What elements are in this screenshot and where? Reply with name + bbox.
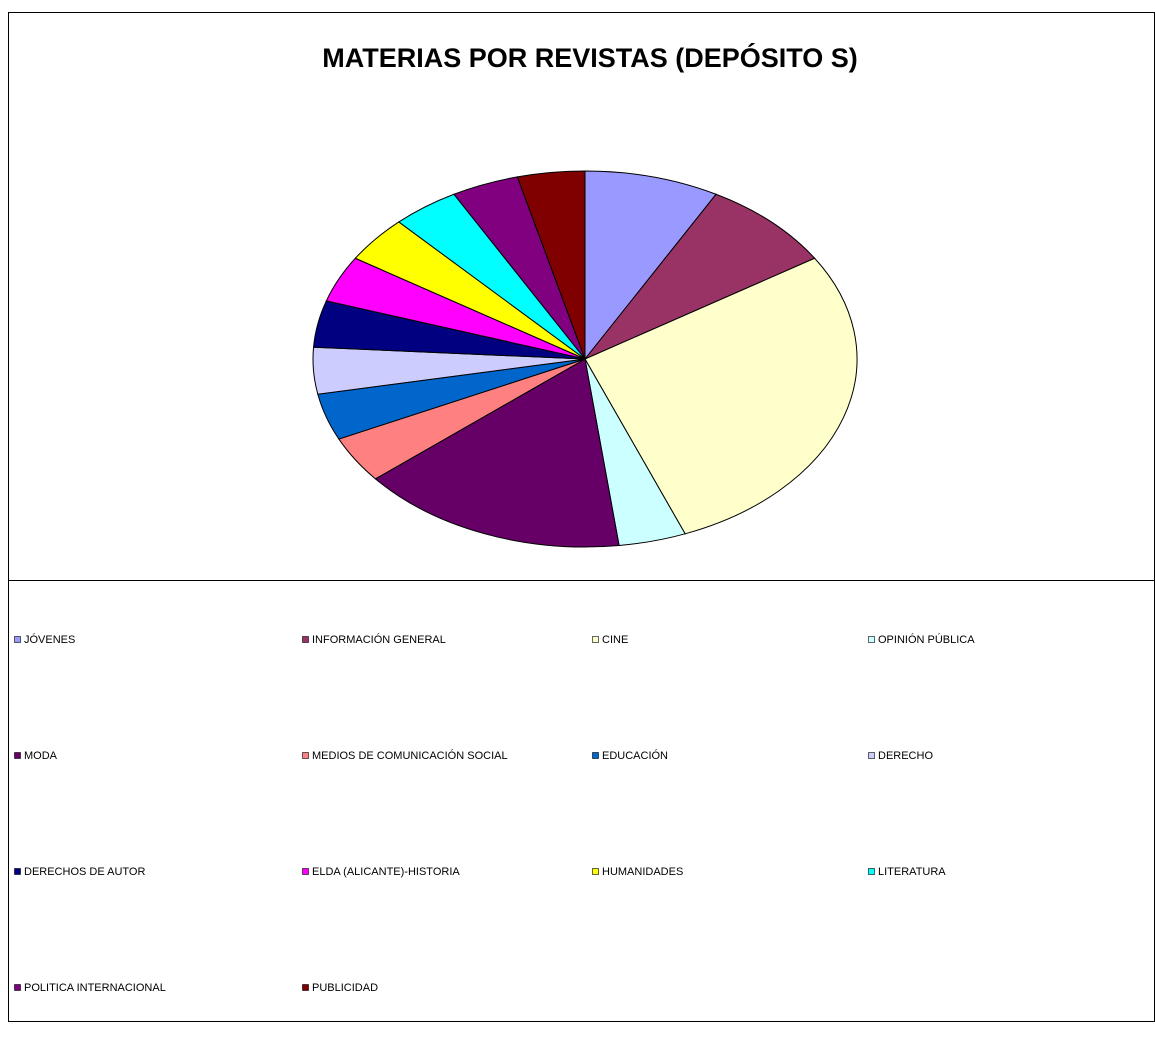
pie-slice: [584, 170, 717, 361]
legend-swatch: [868, 752, 875, 759]
chart-title: MATERIAS POR REVISTAS (DEPÓSITO S): [322, 42, 858, 73]
legend-swatch: [14, 984, 21, 991]
legend-label: LITERATURA: [878, 866, 946, 878]
legend-swatch: [592, 636, 599, 643]
legend-label: POLITICA INTERNACIONAL: [24, 982, 166, 994]
pie-slice: [584, 257, 858, 535]
legend-swatch: [14, 752, 21, 759]
pie-slice: [516, 170, 586, 360]
legend-label: PUBLICIDAD: [312, 982, 378, 994]
legend-label: OPINIÓN PÚBLICA: [878, 633, 975, 646]
legend-swatch: [302, 752, 309, 759]
legend-swatch: [14, 636, 21, 643]
pie-slice: [584, 193, 816, 360]
legend-swatch: [302, 636, 309, 643]
legend-swatch: [868, 868, 875, 875]
legend-label: HUMANIDADES: [602, 866, 683, 878]
legend-label: DERECHOS DE AUTOR: [24, 866, 145, 878]
legend-label: JÓVENES: [24, 633, 75, 646]
legend-swatch: [302, 984, 309, 991]
legend-label: INFORMACIÓN GENERAL: [312, 633, 446, 646]
legend-label: ELDA (ALICANTE)-HISTORIA: [312, 866, 460, 878]
legend-swatch: [14, 868, 21, 875]
legend-label: DERECHO: [878, 750, 933, 762]
legend-label: EDUCACIÓN: [602, 749, 668, 762]
legend-label: MEDIOS DE COMUNICACIÓN SOCIAL: [312, 749, 508, 762]
legend-label: MODA: [24, 750, 58, 762]
legend-label: CINE: [602, 634, 628, 646]
legend-swatch: [302, 868, 309, 875]
legend-swatch: [592, 752, 599, 759]
pie-slice: [374, 358, 620, 548]
legend-swatch: [868, 636, 875, 643]
legend-swatch: [592, 868, 599, 875]
